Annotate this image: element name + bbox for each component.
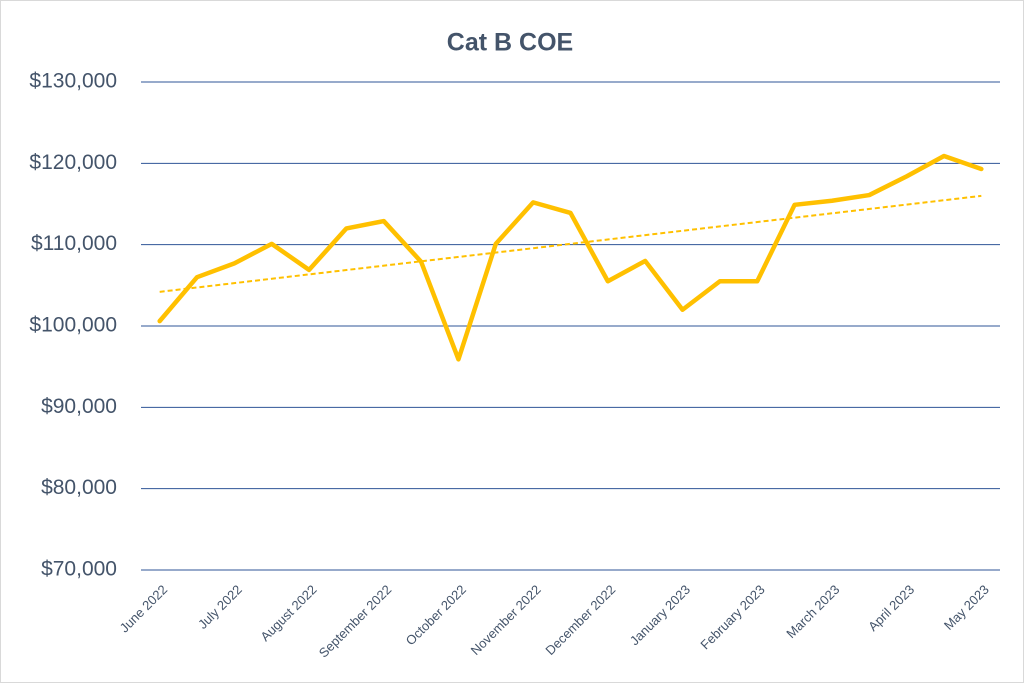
- trendline: [159, 194, 982, 293]
- y-tick-label: $110,000: [31, 232, 117, 255]
- y-tick-label: $120,000: [29, 151, 117, 174]
- y-tick-label: $130,000: [29, 70, 117, 93]
- y-tick-label: $90,000: [41, 395, 117, 418]
- y-tick-label: $80,000: [41, 476, 117, 499]
- line-series: [157, 153, 984, 362]
- chart-title: Cat B COE: [447, 29, 573, 57]
- y-tick-label: $70,000: [41, 558, 117, 581]
- y-tick-label: $100,000: [29, 314, 117, 337]
